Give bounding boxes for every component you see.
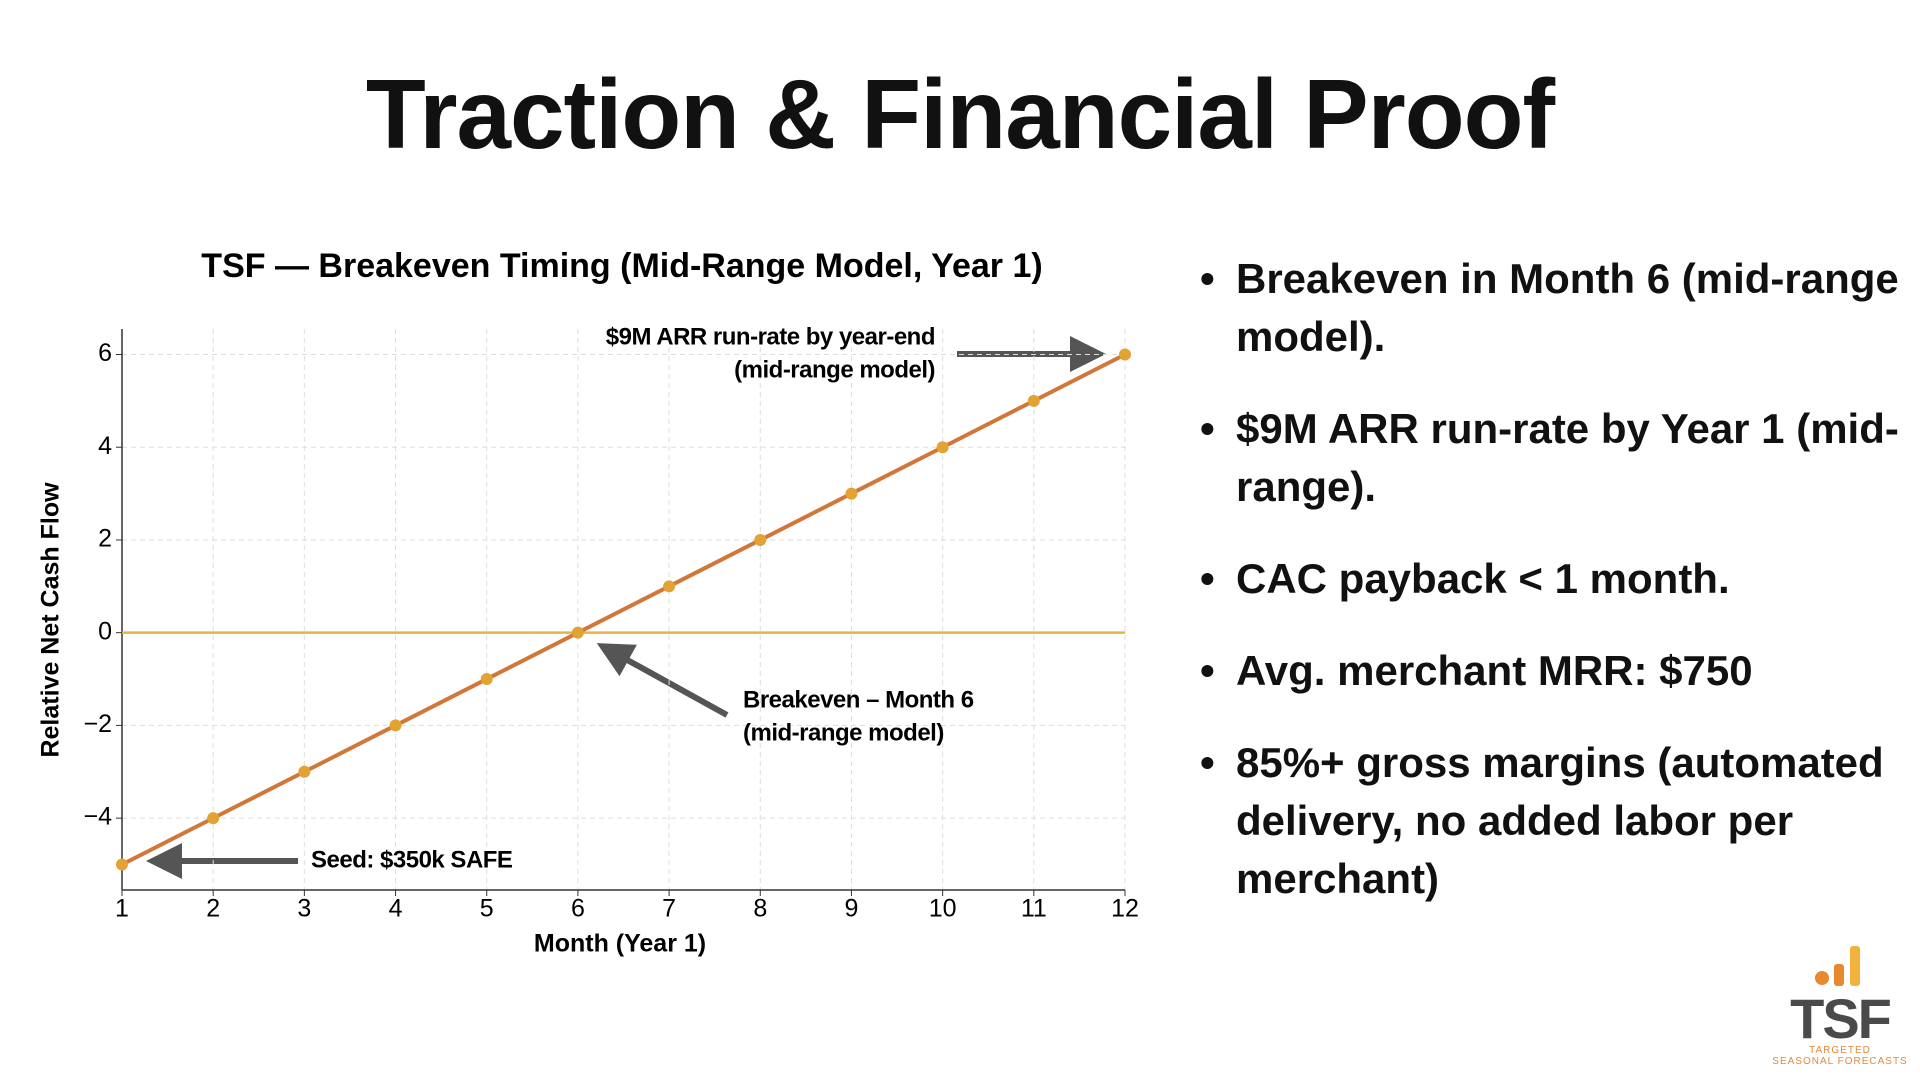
x-tick-label: 1	[115, 895, 129, 923]
data-line	[121, 352, 1126, 867]
x-axis-label: Month (Year 1)	[534, 930, 706, 958]
logo: TSF TARGETED SEASONAL FORECASTS	[1765, 940, 1915, 1067]
annotation: Breakeven – Month 6	[743, 686, 974, 713]
logo-name: TSF	[1790, 987, 1892, 1050]
y-tick-label: 0	[98, 617, 112, 645]
x-tick-label: 10	[929, 895, 957, 923]
annotation: $9M ARR run-rate by year-end	[606, 323, 935, 350]
data-point	[1119, 348, 1131, 361]
y-tick-label: −4	[83, 803, 112, 831]
data-point	[663, 580, 676, 593]
chart-title: TSF — Breakeven Timing (Mid-Range Model,…	[201, 247, 1042, 285]
x-tick-label: 4	[389, 895, 403, 923]
x-tick-label: 3	[297, 895, 311, 923]
logo-icon	[1815, 946, 1860, 986]
annotation: Seed: $350k SAFE	[311, 846, 513, 873]
y-axis-label: Relative Net Cash Flow	[37, 482, 65, 758]
bullet: $9M ARR run-rate by Year 1 (mid-range).	[1200, 400, 1905, 516]
data-point	[1027, 394, 1040, 407]
y-tick-label: 2	[98, 525, 112, 553]
bullet: Breakeven in Month 6 (mid-range model).	[1200, 250, 1905, 366]
data-point	[571, 626, 584, 639]
y-tick-label: −2	[83, 710, 112, 738]
y-tick-label: 6	[98, 339, 112, 367]
bullet: CAC payback < 1 month.	[1200, 550, 1905, 608]
y-tick-label: 4	[98, 432, 112, 460]
x-tick-label: 5	[480, 895, 494, 923]
slide-title: Traction & Financial Proof	[365, 59, 1555, 169]
x-tick-label: 8	[753, 895, 767, 923]
annotation-arrow	[596, 643, 729, 718]
logo-tagline: SEASONAL FORECASTS	[1772, 1056, 1908, 1067]
bullet: Avg. merchant MRR: $750	[1200, 642, 1905, 700]
bullet-list: Breakeven in Month 6 (mid-range model). $…	[1200, 250, 1905, 942]
data-point	[936, 441, 949, 454]
x-tick-label: 9	[845, 895, 859, 923]
x-tick-label: 7	[662, 895, 676, 923]
data-point	[754, 533, 767, 546]
annotation: (mid-range model)	[734, 356, 935, 383]
x-tick-label: 6	[571, 895, 585, 923]
data-point	[480, 673, 493, 686]
data-point	[389, 719, 402, 732]
x-tick-label: 2	[206, 895, 220, 923]
data-point	[298, 765, 311, 778]
bullet: 85%+ gross margins (automated delivery, …	[1200, 734, 1905, 908]
chart: TSF — Breakeven Timing (Mid-Range Model,…	[37, 247, 1139, 958]
x-tick-label: 12	[1111, 895, 1139, 923]
data-point	[207, 812, 220, 825]
data-point	[116, 858, 128, 871]
logo-tagline: TARGETED	[1809, 1045, 1871, 1056]
x-tick-label: 11	[1021, 895, 1047, 923]
annotation: (mid-range model)	[743, 719, 944, 746]
data-point	[845, 487, 858, 500]
